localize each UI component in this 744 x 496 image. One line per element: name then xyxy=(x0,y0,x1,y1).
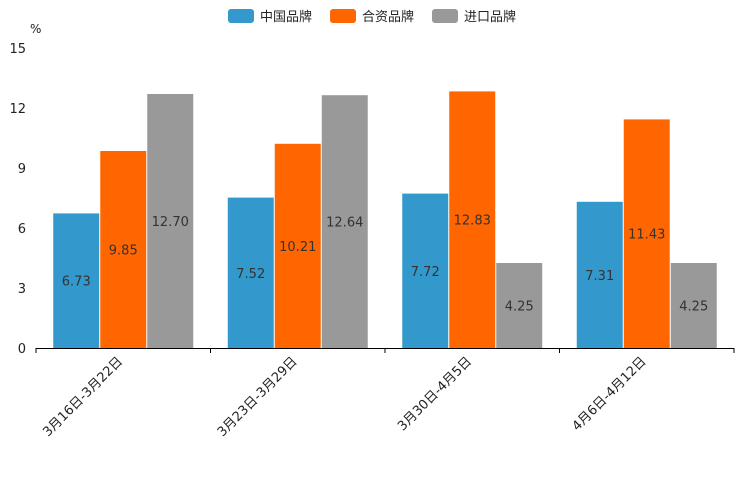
bar-0-2[interactable] xyxy=(402,193,449,348)
data-label-2-3: 4.25 xyxy=(679,300,708,315)
legend-item-china-brand[interactable]: 中国品牌 xyxy=(227,6,312,25)
legend-item-imported-brand[interactable]: 进口品牌 xyxy=(432,6,516,25)
bar-0-0[interactable] xyxy=(53,213,100,348)
y-tick-label-12: 12 xyxy=(9,102,26,117)
y-axis-unit: % xyxy=(30,22,42,36)
data-label-0-2: 7.72 xyxy=(411,265,440,280)
legend-label-joint-venture-brand: 合资品牌 xyxy=(361,10,414,25)
legend: 中国品牌 合资品牌 进口品牌 xyxy=(0,6,744,25)
y-tick-label-9: 9 xyxy=(18,162,26,177)
x-category-label-0: 3月16日-3月22日 xyxy=(40,354,126,440)
bar-1-3[interactable] xyxy=(623,119,670,349)
bar-1-1[interactable] xyxy=(274,143,321,348)
legend-item-joint-venture-brand[interactable]: 合资品牌 xyxy=(329,6,414,25)
bar-2-3[interactable] xyxy=(670,263,717,348)
data-label-2-2: 4.25 xyxy=(505,300,534,315)
data-label-0-3: 7.31 xyxy=(585,269,614,284)
bar-2-0[interactable] xyxy=(147,94,194,348)
bar-2-1[interactable] xyxy=(321,95,368,348)
y-axis: 0 3 6 9 12 15 xyxy=(9,42,26,357)
legend-swatch-china-brand xyxy=(227,8,254,23)
bar-1-2[interactable] xyxy=(449,91,496,349)
bar-2-2[interactable] xyxy=(496,263,543,348)
legend-label-imported-brand: 进口品牌 xyxy=(464,10,517,25)
data-label-1-0: 9.85 xyxy=(109,244,138,259)
legend-swatch-imported-brand xyxy=(432,8,458,23)
x-category-label-2: 3月30日-4月5日 xyxy=(395,354,475,434)
y-tick-label-0: 0 xyxy=(18,342,26,357)
bar-0-3[interactable] xyxy=(576,201,623,348)
data-label-1-1: 10.21 xyxy=(279,240,316,255)
legend-swatch-joint-venture-brand xyxy=(329,8,356,23)
x-category-label-3: 4月6日-4月12日 xyxy=(570,354,650,434)
data-label-1-3: 11.43 xyxy=(628,228,665,243)
y-tick-label-6: 6 xyxy=(18,222,26,237)
bar-0-1[interactable] xyxy=(227,197,274,348)
bars: 6.73 9.85 12.70 7.52 10.21 12.64 7.72 12.83 4.25… xyxy=(53,91,717,349)
x-axis: 3月16日-3月22日 3月23日-3月29日 3月30日-4月5日 4月6日-4月1… xyxy=(35,348,735,440)
data-label-1-2: 12.83 xyxy=(454,214,491,229)
bar-1-0[interactable] xyxy=(100,151,147,348)
data-label-0-0: 6.73 xyxy=(62,275,91,290)
y-tick-label-15: 15 xyxy=(9,42,26,57)
x-category-label-1: 3月23日-3月29日 xyxy=(215,354,301,440)
legend-label-china-brand: 中国品牌 xyxy=(259,10,312,25)
data-label-2-1: 12.64 xyxy=(326,216,363,231)
data-label-2-0: 12.70 xyxy=(152,215,189,230)
data-label-0-1: 7.52 xyxy=(236,267,265,282)
y-tick-label-3: 3 xyxy=(18,282,26,297)
